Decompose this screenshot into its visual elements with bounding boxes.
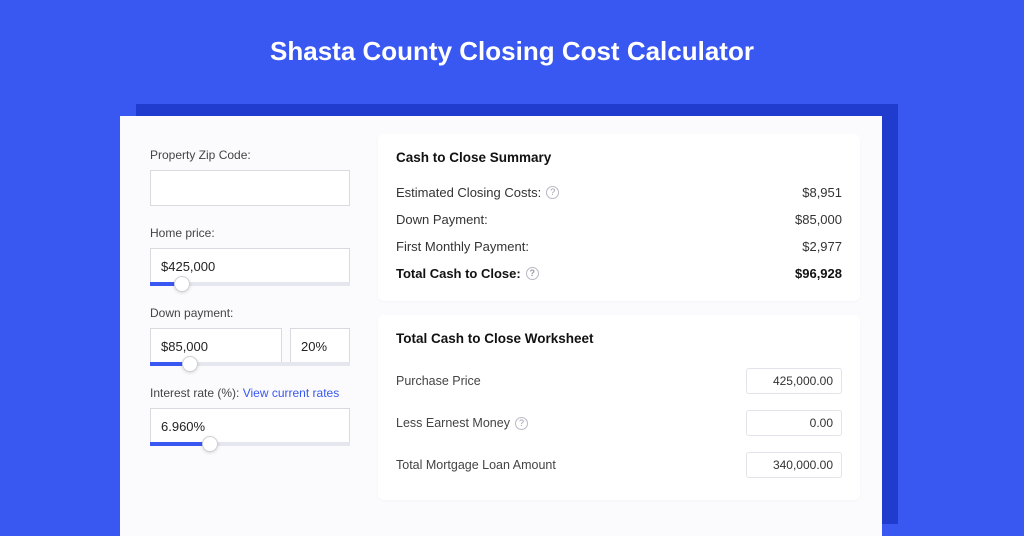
zip-label: Property Zip Code: [150, 148, 350, 162]
summary-total-value: $96,928 [795, 266, 842, 281]
interest-slider[interactable] [150, 442, 350, 446]
summary-row-label: Estimated Closing Costs: [396, 185, 541, 200]
summary-row-label: Down Payment: [396, 212, 488, 227]
interest-slider-thumb[interactable] [202, 436, 218, 452]
summary-row-label: First Monthly Payment: [396, 239, 529, 254]
home-price-slider-thumb[interactable] [174, 276, 190, 292]
interest-input[interactable] [150, 408, 350, 444]
worksheet-row: Total Mortgage Loan Amount 340,000.00 [396, 444, 842, 486]
view-rates-link[interactable]: View current rates [243, 386, 340, 400]
down-payment-percent-input[interactable] [290, 328, 350, 364]
home-price-label: Home price: [150, 226, 350, 240]
down-payment-label: Down payment: [150, 306, 350, 320]
interest-field: Interest rate (%): View current rates [150, 386, 350, 446]
interest-label: Interest rate (%): View current rates [150, 386, 350, 400]
worksheet-row-value[interactable]: 340,000.00 [746, 452, 842, 478]
worksheet-row-value[interactable]: 0.00 [746, 410, 842, 436]
help-icon[interactable]: ? [515, 417, 528, 430]
worksheet-panel: Total Cash to Close Worksheet Purchase P… [378, 315, 860, 500]
interest-label-text: Interest rate (%): [150, 386, 239, 400]
worksheet-row-label: Total Mortgage Loan Amount [396, 458, 556, 472]
summary-panel: Cash to Close Summary Estimated Closing … [378, 134, 860, 301]
summary-row: Down Payment: $85,000 [396, 206, 842, 233]
summary-row-value: $8,951 [802, 185, 842, 200]
summary-row: First Monthly Payment: $2,977 [396, 233, 842, 260]
zip-input[interactable] [150, 170, 350, 206]
help-icon[interactable]: ? [546, 186, 559, 199]
worksheet-row-label: Purchase Price [396, 374, 481, 388]
calculator-card: Property Zip Code: Home price: Down paym… [120, 116, 882, 536]
zip-field: Property Zip Code: [150, 148, 350, 206]
summary-total-label: Total Cash to Close: [396, 266, 521, 281]
results-column: Cash to Close Summary Estimated Closing … [368, 116, 882, 536]
worksheet-row-label: Less Earnest Money [396, 416, 510, 430]
inputs-column: Property Zip Code: Home price: Down paym… [120, 116, 368, 536]
down-payment-slider[interactable] [150, 362, 350, 366]
summary-row-value: $2,977 [802, 239, 842, 254]
worksheet-row: Purchase Price 425,000.00 [396, 360, 842, 402]
home-price-field: Home price: [150, 226, 350, 286]
summary-row-value: $85,000 [795, 212, 842, 227]
worksheet-title: Total Cash to Close Worksheet [396, 331, 842, 346]
down-payment-slider-thumb[interactable] [182, 356, 198, 372]
summary-row: Estimated Closing Costs: ? $8,951 [396, 179, 842, 206]
worksheet-row-value[interactable]: 425,000.00 [746, 368, 842, 394]
interest-slider-fill [150, 442, 210, 446]
page-title: Shasta County Closing Cost Calculator [0, 0, 1024, 95]
help-icon[interactable]: ? [526, 267, 539, 280]
down-payment-amount-input[interactable] [150, 328, 282, 364]
summary-title: Cash to Close Summary [396, 150, 842, 165]
summary-total-row: Total Cash to Close: ? $96,928 [396, 260, 842, 287]
home-price-slider[interactable] [150, 282, 350, 286]
down-payment-field: Down payment: [150, 306, 350, 366]
worksheet-row: Less Earnest Money ? 0.00 [396, 402, 842, 444]
